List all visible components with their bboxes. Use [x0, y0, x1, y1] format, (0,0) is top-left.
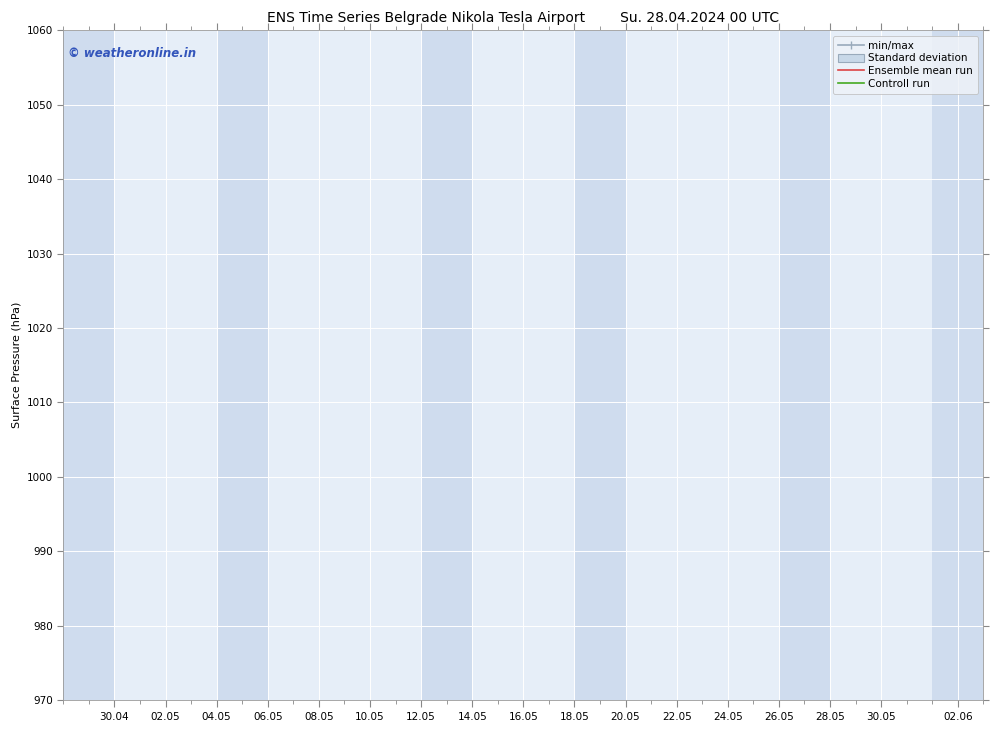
- Y-axis label: Surface Pressure (hPa): Surface Pressure (hPa): [11, 302, 21, 429]
- Title: ENS Time Series Belgrade Nikola Tesla Airport        Su. 28.04.2024 00 UTC: ENS Time Series Belgrade Nikola Tesla Ai…: [267, 11, 779, 25]
- Bar: [421, 31, 472, 700]
- Bar: [217, 31, 268, 700]
- Bar: [574, 31, 626, 700]
- Text: © weatheronline.in: © weatheronline.in: [68, 47, 196, 60]
- Bar: [63, 31, 114, 700]
- Legend: min/max, Standard deviation, Ensemble mean run, Controll run: min/max, Standard deviation, Ensemble me…: [833, 36, 978, 94]
- Bar: [779, 31, 830, 700]
- Bar: [932, 31, 983, 700]
